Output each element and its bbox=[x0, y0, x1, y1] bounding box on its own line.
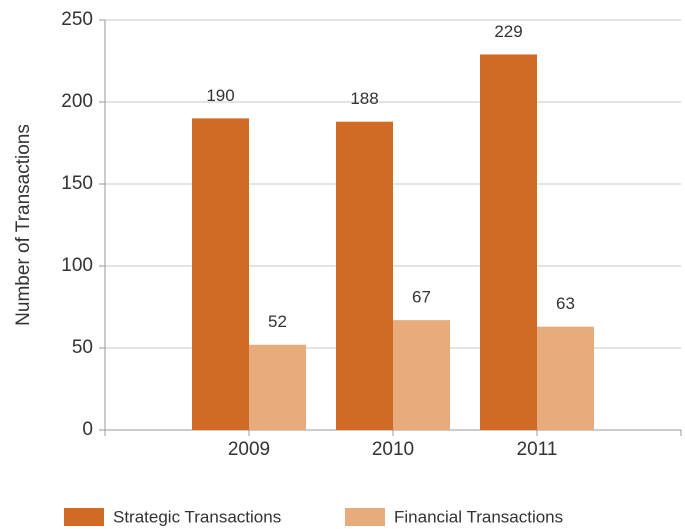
legend-swatch bbox=[345, 508, 385, 526]
data-label: 52 bbox=[268, 312, 287, 331]
x-tick-label: 2010 bbox=[372, 439, 414, 460]
legend-swatch bbox=[64, 508, 104, 526]
y-tick-label: 0 bbox=[82, 419, 93, 440]
y-tick-label: 100 bbox=[61, 255, 93, 276]
data-label: 67 bbox=[412, 288, 431, 307]
data-label: 190 bbox=[206, 86, 234, 105]
bar bbox=[192, 118, 249, 431]
data-label: 229 bbox=[494, 22, 522, 41]
legend-label: Strategic Transactions bbox=[113, 507, 281, 526]
bar bbox=[249, 344, 306, 430]
bar bbox=[336, 121, 393, 431]
data-label: 63 bbox=[556, 294, 575, 313]
x-tick-label: 2009 bbox=[228, 439, 270, 460]
bar bbox=[393, 320, 450, 430]
x-tick-label: 2011 bbox=[517, 439, 558, 460]
y-tick-label: 250 bbox=[61, 9, 93, 30]
data-label: 188 bbox=[350, 89, 378, 108]
y-axis-label: Number of Transactions bbox=[13, 124, 34, 326]
y-tick-label: 200 bbox=[61, 91, 93, 112]
y-tick-label: 50 bbox=[72, 337, 93, 358]
y-tick-label: 150 bbox=[61, 173, 93, 194]
bar bbox=[537, 326, 594, 430]
legend-label: Financial Transactions bbox=[394, 507, 563, 526]
bar bbox=[480, 54, 537, 430]
